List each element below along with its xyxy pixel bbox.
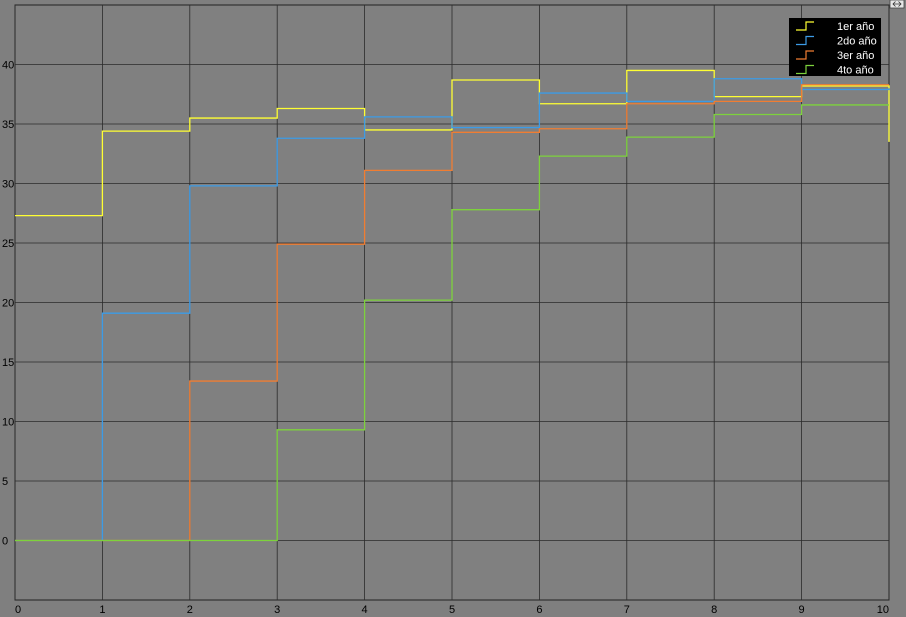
x-tick-label: 0 <box>15 604 21 616</box>
legend-label-3: 3er año <box>837 50 874 62</box>
y-tick-label: 15 <box>2 357 14 369</box>
series-group <box>15 69 890 542</box>
legend-swatch-3 <box>796 50 814 60</box>
series-line-1 <box>15 69 890 217</box>
x-tick-label: 4 <box>362 604 368 616</box>
y-tick-label: 25 <box>2 238 14 250</box>
x-tick-label: 10 <box>877 604 889 616</box>
x-tick-label: 8 <box>711 604 717 616</box>
x-tick-label: 3 <box>274 604 280 616</box>
y-tick-label: 0 <box>2 536 8 548</box>
y-tick-label: 20 <box>2 298 14 310</box>
y-tick-label: 35 <box>2 119 14 131</box>
x-tick-label: 1 <box>99 604 105 616</box>
legend-swatch-1 <box>796 21 814 31</box>
legend[interactable]: 1er año 2do año 3er año 4to año <box>789 18 881 77</box>
series-line-3 <box>15 84 889 542</box>
legend-swatch-4 <box>796 64 814 75</box>
expand-icon[interactable] <box>889 0 905 9</box>
y-tick-label: 5 <box>2 476 8 488</box>
y-tick-label: 30 <box>2 179 14 191</box>
x-axis-ticks: 0 1 2 3 4 5 6 7 8 9 10 <box>15 604 889 616</box>
legend-label-4: 4to año <box>837 65 874 77</box>
x-tick-label: 7 <box>624 604 630 616</box>
y-tick-label: 10 <box>2 417 14 429</box>
legend-box <box>789 18 881 76</box>
x-tick-label: 9 <box>799 604 805 616</box>
series-line-4 <box>15 104 889 542</box>
x-tick-label: 2 <box>187 604 193 616</box>
y-axis-ticks: 0 5 10 15 20 25 30 35 40 <box>2 60 14 548</box>
legend-swatch-2 <box>796 35 814 46</box>
x-tick-label: 5 <box>449 604 455 616</box>
legend-label-1: 1er año <box>837 21 874 33</box>
plot-area <box>14 4 890 601</box>
x-tick-label: 6 <box>536 604 542 616</box>
y-tick-label: 40 <box>2 60 14 72</box>
legend-label-2: 2do año <box>837 36 877 48</box>
series-line-2 <box>15 78 890 542</box>
